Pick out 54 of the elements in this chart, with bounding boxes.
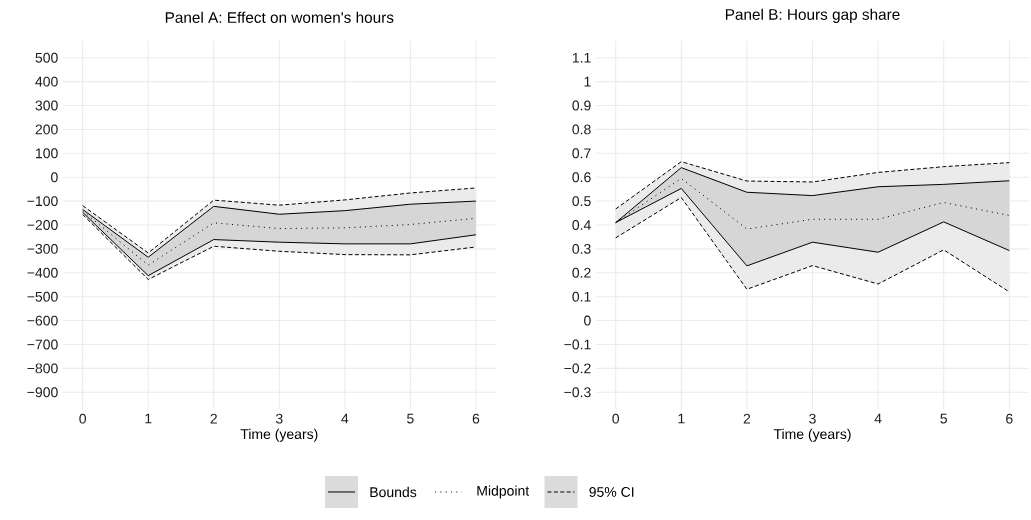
y-tick-label: 0.3 [572, 243, 591, 254]
y-tick-label: 100 [36, 148, 58, 159]
x-tick-label: 2 [210, 413, 217, 424]
x-tick-label: 4 [341, 413, 349, 424]
x-tick-label: 6 [472, 413, 480, 424]
y-tick-label: −700 [27, 339, 58, 350]
x-tick-label: 1 [678, 413, 685, 424]
legend-label: Bounds [370, 486, 417, 498]
x-tick-label: 0 [79, 413, 87, 424]
y-tick-label: 0 [51, 172, 58, 183]
x-tick-label: 2 [743, 413, 751, 424]
y-tick-label: 300 [35, 100, 58, 111]
x-tick-label: 3 [809, 413, 816, 424]
y-tick-label: −300 [27, 243, 58, 254]
y-tick-label: 0.7 [572, 148, 591, 159]
y-tick-label: 0.5 [572, 196, 591, 207]
chart-title: Panel A: Effect on women's hours [165, 11, 394, 23]
y-tick-label: −200 [27, 220, 58, 230]
y-tick-label: 400 [35, 76, 58, 87]
y-tick-label: 200 [35, 124, 58, 135]
y-tick-label: −0.1 [564, 339, 591, 350]
y-tick-label: 0.2 [572, 267, 591, 278]
x-axis-title: Time (years) [240, 428, 318, 442]
y-tick-label: −600 [27, 315, 58, 326]
x-tick-label: 5 [940, 413, 948, 424]
x-tick-label: 6 [1006, 413, 1013, 424]
y-tick-label: −500 [27, 291, 58, 302]
y-tick-label: 0 [584, 315, 591, 326]
y-tick-label: 1.1 [572, 52, 591, 63]
y-tick-label: −0.3 [564, 387, 591, 398]
legend-label: Midpoint [477, 485, 530, 499]
x-tick-label: 3 [275, 413, 283, 424]
y-tick-label: 0.8 [572, 124, 591, 135]
y-tick-label: 1 [584, 76, 591, 87]
y-tick-label: −800 [27, 363, 58, 374]
y-tick-label: 0.6 [572, 172, 591, 183]
legend-label: 95% CI [589, 487, 634, 497]
y-tick-label: 0.9 [572, 100, 591, 111]
y-tick-label: 500 [35, 52, 58, 63]
line-series [615, 161, 1010, 210]
line-series [82, 187, 477, 254]
x-tick-label: 5 [407, 413, 414, 424]
y-tick-label: 0.1 [572, 291, 591, 302]
x-tick-label: 4 [874, 413, 882, 424]
y-tick-label: 0.4 [572, 220, 591, 230]
x-tick-label: 0 [612, 413, 620, 424]
x-axis-title: Time (years) [773, 428, 851, 442]
chart-title: Panel B: Hours gap share [725, 8, 900, 23]
y-tick-label: −900 [27, 387, 58, 398]
line-series [615, 197, 1010, 293]
x-tick-label: 1 [145, 413, 152, 424]
y-tick-label: −0.2 [564, 363, 591, 374]
y-tick-label: −400 [27, 267, 58, 278]
y-tick-label: −100 [27, 196, 58, 207]
